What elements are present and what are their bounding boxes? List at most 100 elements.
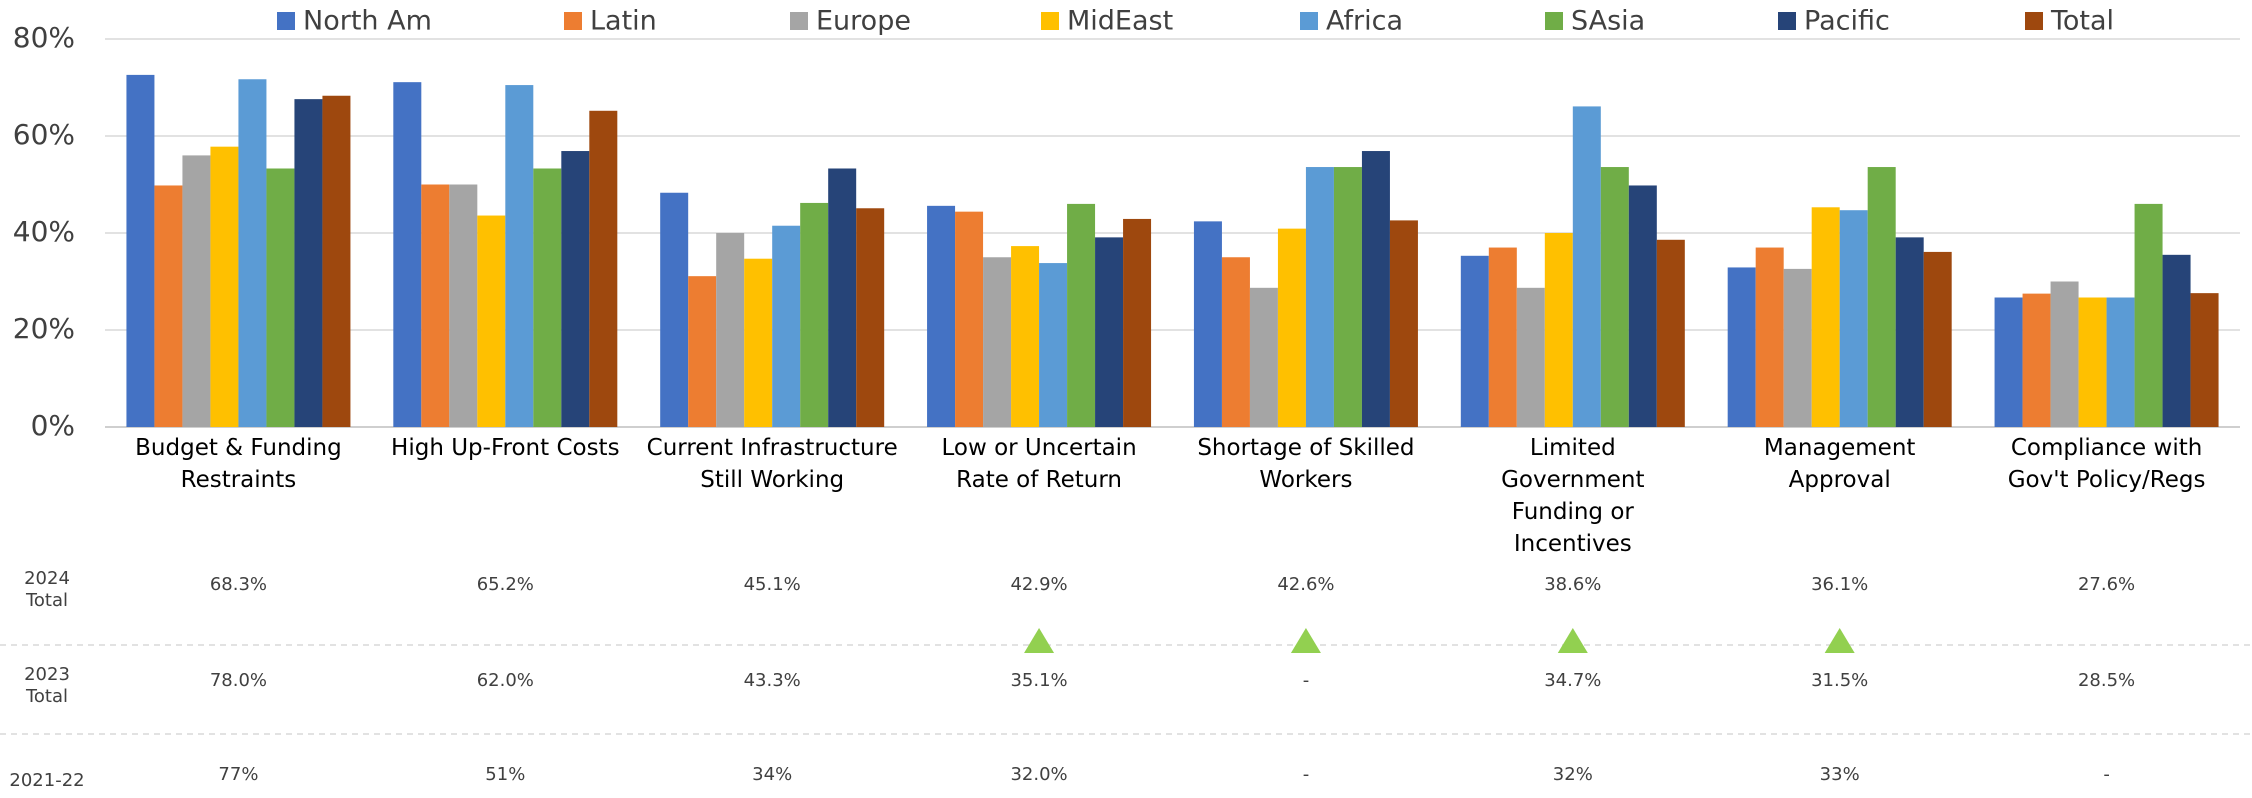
bar [1011,246,1040,427]
table-cell: - [1302,764,1310,785]
table-cell: 27.6% [2077,574,2136,595]
bar [716,233,745,427]
bar [1628,185,1657,427]
row-label: 2021-22 [9,770,85,791]
bar [1389,220,1418,427]
bar [1755,247,1784,427]
table-cell: 65.2% [476,574,534,595]
bar [266,168,295,427]
table-cell: 31.5% [1811,670,1869,691]
x-tick-label: High Up-Front Costs [391,435,620,461]
x-tick-label: Limited Government Funding or Incentives [1501,435,1645,557]
y-tick-label: 80% [13,21,75,54]
bar [393,82,422,427]
bar [294,99,323,427]
legend-label: North Am [303,6,432,37]
bar [1039,263,1068,427]
bar [1277,228,1306,427]
x-tick-label: Current Infrastructure Still Working [646,435,898,493]
bar [1811,207,1840,427]
row-label: 2023 Total [24,664,70,707]
bar [1460,255,1489,427]
bar [2050,281,2079,427]
bar [126,74,155,427]
bar [1867,167,1896,428]
x-tick-label: Shortage of Skilled Workers [1197,435,1415,493]
legend-label: MidEast [1067,6,1173,37]
bar [1656,239,1685,427]
bar [927,205,956,427]
bar [1727,267,1756,427]
bar [983,257,1012,427]
table-cell: 42.6% [1277,574,1335,595]
legend-swatch [790,12,808,30]
bar [238,79,267,427]
bar [1572,106,1601,427]
bar [1516,287,1545,427]
bar [2078,297,2107,427]
bar [421,184,450,427]
bar [1095,237,1124,427]
table-cell: 36.1% [1811,574,1869,595]
bar [772,225,801,427]
bar [1488,247,1517,427]
table-cell: 34.7% [1544,670,1602,691]
bar [2106,297,2135,427]
bar [505,85,534,427]
bar [1249,287,1278,427]
bar [1783,268,1812,427]
table-cell: 32.0% [1010,764,1068,785]
bar [744,258,773,427]
x-tick-label: Compliance with Gov't Policy/Regs [2007,435,2206,493]
bar [561,151,590,427]
table-cell: 34% [752,764,793,785]
bar [322,95,351,428]
bar [1361,151,1390,427]
y-tick-label: 0% [31,409,75,442]
bar [2190,293,2219,427]
table-cell: 62.0% [476,670,534,691]
up-arrow [1824,628,1855,653]
bar [955,211,984,427]
bar [182,155,211,427]
bar [1544,233,1573,427]
bar [154,185,183,427]
legend-label: Africa [1326,6,1403,37]
table-cell: 43.3% [743,670,801,691]
bar [1600,167,1629,428]
bar [1994,297,2023,427]
legend-label: SAsia [1571,6,1645,37]
bar [533,168,562,427]
legend-swatch [1300,12,1318,30]
table-cell: 42.9% [1010,574,1068,595]
bar [1067,203,1096,427]
table-cell: 38.6% [1544,574,1602,595]
row-label: 2024 Total [24,568,70,611]
table-cell: 77% [218,764,259,785]
x-tick-label: Budget & Funding Restraints [135,435,342,493]
bar [1221,257,1250,427]
legend-label: Europe [816,6,911,37]
bar [1895,237,1924,427]
y-tick-label: 20% [13,312,75,345]
up-arrow [1290,628,1321,653]
bar [477,215,506,427]
table-cell: 33% [1819,764,1860,785]
bar [1839,210,1868,427]
x-tick-label: Management Approval [1763,435,1916,493]
table-cell: 51% [485,764,526,785]
bar [1305,167,1334,428]
legend-swatch [1778,12,1796,30]
legend-swatch [2025,12,2043,30]
bar [1333,167,1362,428]
bar [1123,218,1152,427]
up-arrow [1024,628,1055,653]
legend-label: Pacific [1804,6,1890,37]
legend-label: Total [2050,6,2114,37]
table-cell: 68.3% [209,574,268,595]
legend-swatch [1545,12,1563,30]
y-tick-label: 40% [13,215,75,248]
legend-swatch [564,12,582,30]
